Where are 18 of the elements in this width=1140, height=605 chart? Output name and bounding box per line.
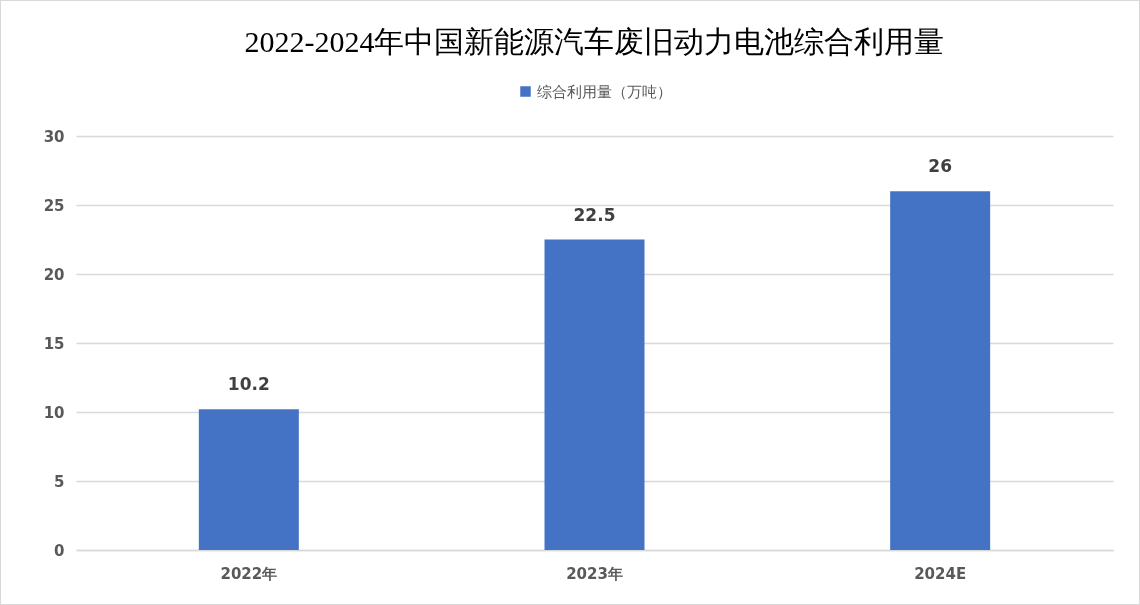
legend-label: 综合利用量（万吨） [537, 82, 672, 101]
data-label: 22.5 [573, 204, 616, 225]
x-tick-label: 2023年 [566, 564, 623, 583]
chart-title: 2022-2024年中国新能源汽车废旧动力电池综合利用量 [244, 25, 945, 58]
x-tick-label: 2024E [914, 564, 967, 583]
y-tick-label: 30 [43, 127, 65, 146]
x-tick-label: 2022年 [220, 564, 278, 583]
bar [544, 239, 645, 550]
bar [890, 191, 991, 550]
y-tick-label: 5 [54, 472, 65, 491]
y-tick-label: 0 [54, 541, 65, 560]
bar [198, 409, 299, 550]
y-tick-label: 25 [43, 196, 65, 215]
y-tick-label: 10 [43, 403, 65, 422]
data-label: 26 [928, 156, 952, 177]
y-tick-label: 15 [43, 334, 65, 353]
data-label: 10.2 [227, 374, 270, 395]
y-tick-label: 20 [43, 265, 65, 284]
